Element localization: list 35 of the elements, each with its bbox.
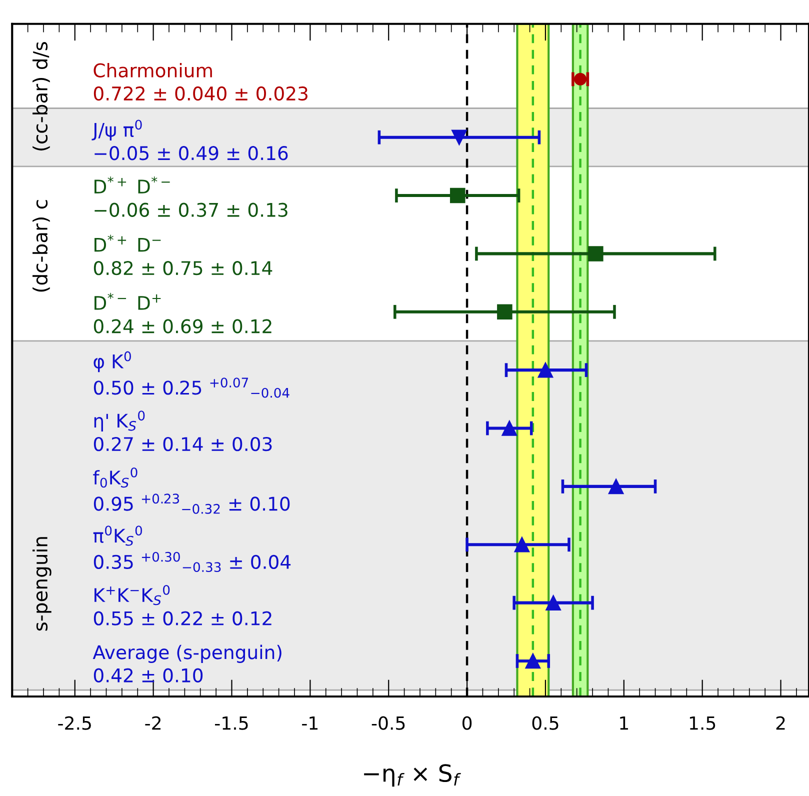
point [452, 130, 467, 145]
point [608, 478, 624, 494]
x-tick-label: 1 [620, 716, 628, 730]
point [588, 246, 604, 262]
x-tick-label: -0.5 [372, 716, 405, 730]
x-tick-label: 2 [776, 716, 785, 730]
annotation: s-penguin [32, 537, 52, 631]
point [450, 188, 466, 204]
category-label: J/ψ π$^{0}$ −0.05 ± 0.49 ± 0.16 [92, 120, 288, 160]
x-tick-label: 0 [462, 716, 472, 730]
y-tick-label: Charmonium 0.722 ± 0.040 ± 0.023 [94, 62, 308, 101]
category-label: K$^{+}$K$^{−}$K$_{S}$$^{0}$ 0.55 ± 0.22 ± 0.12 [94, 584, 272, 626]
annotation: (cc-bar) d/s [32, 42, 50, 150]
point [497, 304, 512, 320]
y-tick-label: Average (s-penguin) 0.42 ± 0.10 [92, 644, 282, 682]
x-tick-label: -2.5 [58, 716, 91, 730]
point [546, 595, 561, 610]
x-tick-label: -1 [302, 716, 318, 730]
category-label: D$^{*−}$ D$^{+}$ 0.24 ± 0.69 ± 0.12 [94, 292, 272, 334]
x-tick-label: 1.5 [690, 716, 716, 730]
category-label: φ K$^{0}$ 0.50 ± 0.25 $^{+0.07}$$_{−0.04}$ [94, 351, 290, 398]
annotation: (dc-bar) c [32, 200, 50, 292]
x-tick-label: -1.5 [215, 716, 248, 730]
x-tick-label: -2 [145, 716, 161, 730]
point [525, 653, 541, 669]
category-label: η' K$_{S}$$^{0}$ 0.27 ± 0.14 ± 0.03 [94, 410, 272, 452]
category-label: π$^{0}$K$_{S}$$^{0}$ 0.35 $^{+0.30}$$_{−0.33}$ ± 0.04 [93, 526, 291, 572]
point [514, 537, 530, 552]
x-tick-label: 0.5 [532, 716, 558, 730]
category-label: f$_{0}$K$_{S}$$^{0}$ 0.95 $^{+0.23}$$_{−0.32}$ ± 0.10 [93, 467, 290, 514]
point [502, 420, 518, 436]
point [538, 362, 554, 378]
x-axis-title: −η$_{f}$ × S$_{f}$ [364, 764, 461, 787]
category-label: D$^{*+}$ D$^{−}$ 0.82 ± 0.75 ± 0.14 [94, 234, 272, 276]
category-label: D$^{*+}$ D$^{*−}$ −0.06 ± 0.37 ± 0.13 [94, 176, 288, 217]
